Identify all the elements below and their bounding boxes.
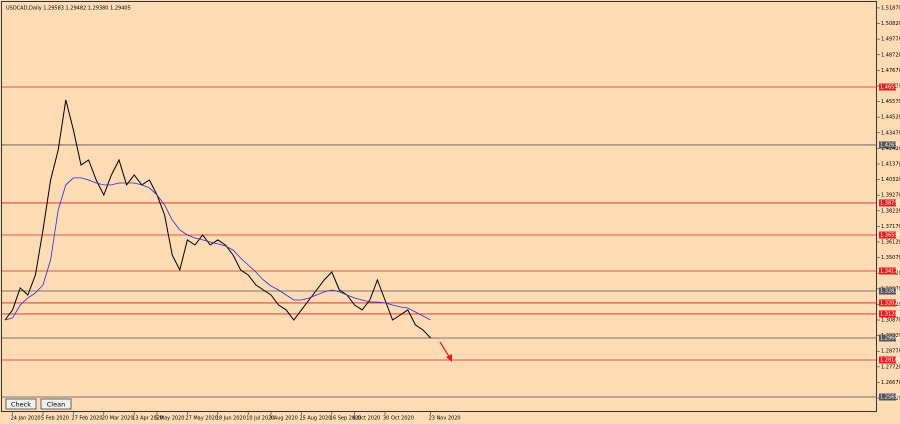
y-tick-label: 1.36120 — [881, 239, 900, 245]
y-tick-label: 1.37170 — [881, 224, 900, 230]
y-tick-label: 1.26670 — [881, 380, 900, 386]
x-tick-label: 5 Feb 2020 — [41, 416, 69, 422]
y-tick-label: 1.30870 — [881, 318, 900, 324]
level-label: 1.31280 — [880, 311, 900, 317]
level-tag — [879, 299, 896, 307]
x-tick-label: 24 Jan 2020 — [11, 416, 41, 422]
y-tick-label: 1.35070 — [881, 255, 900, 261]
y-tick-label: 1.44520 — [881, 115, 900, 121]
level-tag — [879, 334, 896, 342]
level-tag — [879, 267, 896, 275]
check-button[interactable]: Check — [5, 398, 37, 410]
y-tick-label: 1.43470 — [881, 130, 900, 136]
level-label: 1.25690 — [880, 394, 900, 400]
level-label: 1.32820 — [880, 289, 900, 295]
x-tick-label: 10 Jul 2020 — [246, 416, 274, 422]
level-label: 1.32020 — [880, 300, 900, 306]
y-tick-label: 1.45570 — [881, 99, 900, 105]
y-tick-label: 1.39270 — [881, 193, 900, 199]
level-tag — [879, 231, 896, 239]
chart-title: USDCAD,Daily 1.29583 1.29482 1.29380 1.2… — [6, 6, 131, 12]
x-tick-label: 20 Mar 2020 — [102, 416, 134, 422]
level-tag — [879, 287, 896, 295]
level-tag — [879, 199, 896, 207]
level-tag — [879, 83, 896, 91]
x-tick-label: 30 Oct 2020 — [383, 416, 414, 422]
level-label: 1.42650 — [880, 142, 900, 148]
x-tick-label: 16 Sep 2020 — [330, 416, 362, 422]
x-tick-label: 25 Aug 2020 — [299, 416, 331, 422]
level-label: 1.36590 — [880, 233, 900, 239]
level-label: 1.34170 — [880, 268, 900, 274]
x-tick-label: 27 Feb 2020 — [71, 416, 102, 422]
y-tick-label: 1.49770 — [881, 37, 900, 43]
y-tick-label: 1.28770 — [881, 349, 900, 355]
price-line — [4, 99, 431, 339]
y-tick-label: 1.50820 — [881, 21, 900, 27]
button-label[interactable]: Check — [11, 401, 31, 409]
y-tick-label: 1.48720 — [881, 52, 900, 58]
level-label: 1.38750 — [880, 200, 900, 206]
x-tick-label: 23 Nov 2020 — [429, 416, 461, 422]
x-tick-label: 13 Apr 2020 — [132, 416, 163, 422]
y-tick-label: 1.47670 — [881, 68, 900, 74]
y-tick-label: 1.41370 — [881, 161, 900, 167]
level-label: 1.29660 — [880, 335, 900, 341]
x-tick-label: 8 Oct 2020 — [353, 416, 381, 422]
x-tick-label: 5 May 2020 — [155, 416, 184, 422]
level-label: 1.46550 — [880, 85, 900, 91]
level-tag — [879, 310, 896, 318]
y-tick-label: 1.40320 — [881, 177, 900, 183]
y-tick-label: 1.27720 — [881, 364, 900, 370]
plot-frame — [1, 1, 877, 412]
level-label: 1.28180 — [880, 357, 900, 363]
y-tick-label: 1.38220 — [881, 208, 900, 214]
y-tick-label: 1.51870 — [881, 5, 900, 11]
level-tag — [879, 141, 896, 149]
level-tag — [879, 356, 896, 364]
x-tick-label: 18 Jun 2020 — [216, 416, 246, 422]
x-tick-label: 3 Aug 2020 — [269, 416, 298, 422]
clean-button[interactable]: Clean — [40, 398, 72, 410]
x-tick-label: 27 May 2020 — [185, 416, 218, 422]
y-tick-label: 1.42420 — [881, 146, 900, 152]
moving-average — [4, 177, 431, 321]
button-label[interactable]: Clean — [47, 401, 65, 409]
level-tag — [879, 393, 896, 401]
